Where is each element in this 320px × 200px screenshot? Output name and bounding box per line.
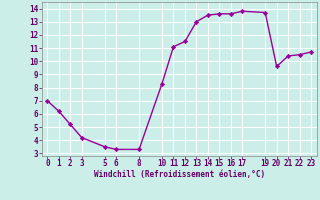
X-axis label: Windchill (Refroidissement éolien,°C): Windchill (Refroidissement éolien,°C)	[94, 170, 265, 179]
